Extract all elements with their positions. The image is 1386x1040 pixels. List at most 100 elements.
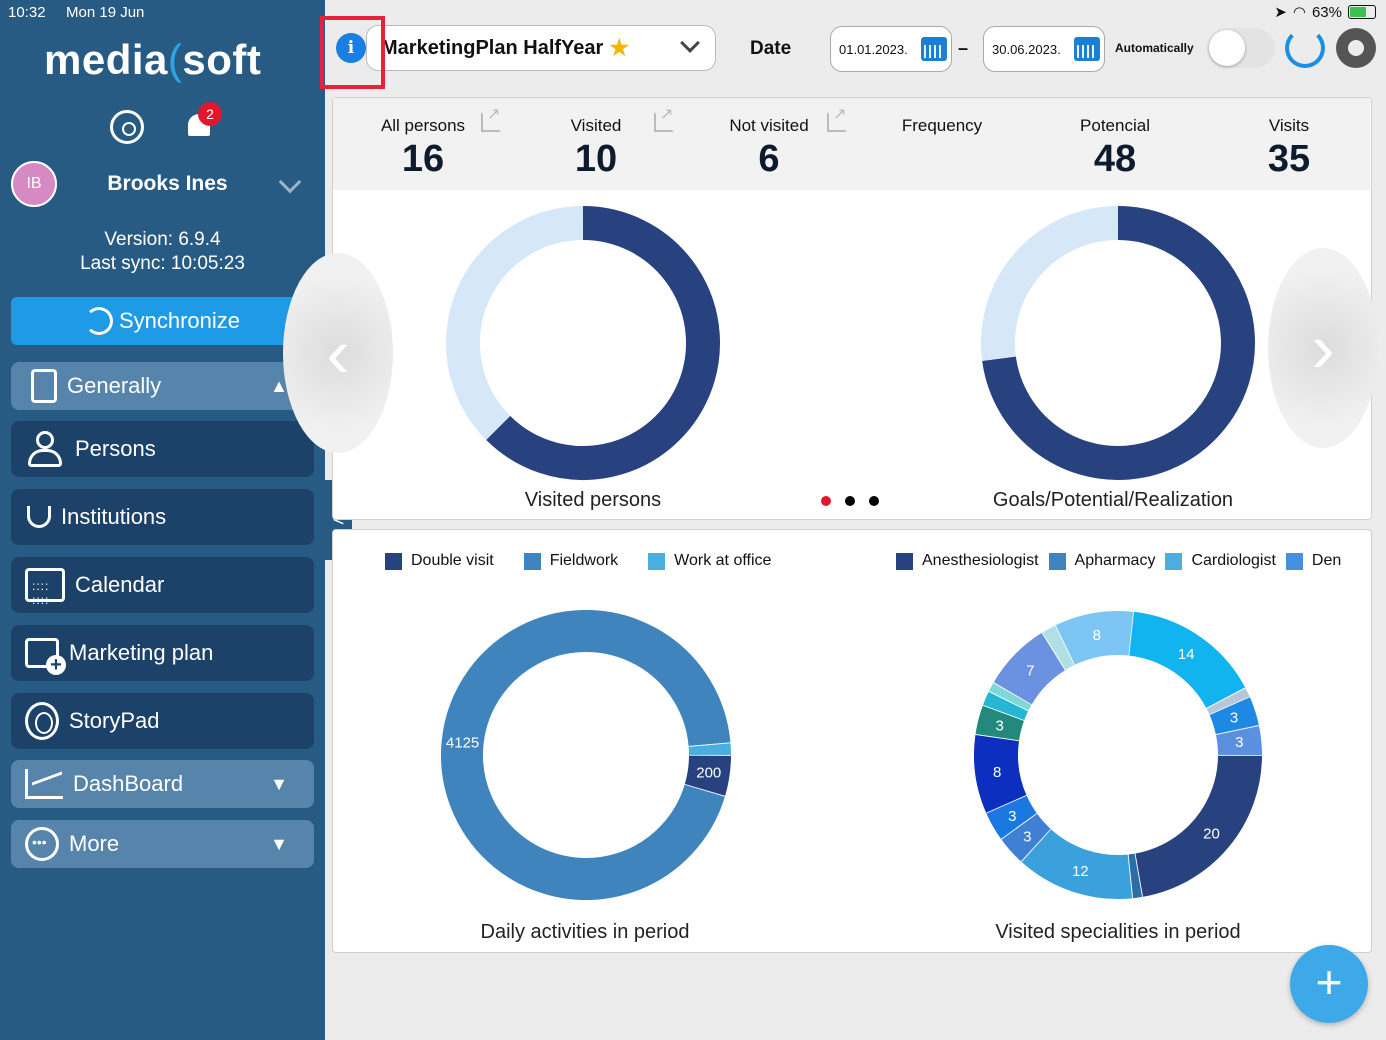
carousel-prev-button[interactable]: ‹ bbox=[283, 253, 393, 453]
sidebar-item-storypad[interactable]: StoryPad bbox=[11, 693, 314, 749]
legend-item: Fieldwork bbox=[523, 552, 618, 570]
carousel-next-button[interactable]: › bbox=[1268, 248, 1378, 448]
notifications-bell-icon[interactable]: 2 bbox=[184, 102, 222, 142]
automatically-toggle[interactable] bbox=[1207, 28, 1275, 68]
legend-item: Den bbox=[1285, 552, 1342, 570]
donut-slice[interactable] bbox=[441, 610, 731, 900]
sidebar-item-marketing-plan[interactable]: Marketing plan bbox=[11, 625, 314, 681]
last-sync-text: Last sync: 10:05:23 bbox=[80, 253, 245, 274]
caret-down-icon: ▼ bbox=[270, 773, 288, 794]
legend-item: Apharmacy bbox=[1048, 552, 1155, 570]
donut-slice[interactable] bbox=[1127, 611, 1246, 709]
info-icon[interactable]: i bbox=[336, 33, 366, 63]
sidebar-item-label: Calendar bbox=[75, 572, 165, 597]
status-date: Mon 19 Jun bbox=[66, 4, 145, 21]
slice-label: 200 bbox=[696, 765, 721, 782]
plan-name: MarketingPlan HalfYear bbox=[381, 36, 604, 59]
open-external-icon[interactable] bbox=[654, 104, 674, 132]
stat-value: 35 bbox=[1267, 138, 1311, 180]
donut-slice[interactable] bbox=[1021, 828, 1134, 899]
star-icon: ★ bbox=[609, 35, 630, 60]
date-from-field[interactable]: 01.01.2023. bbox=[830, 26, 952, 72]
carousel-dot[interactable] bbox=[821, 496, 831, 506]
carousel-dot[interactable] bbox=[869, 496, 879, 506]
legend-swatch bbox=[1285, 552, 1303, 570]
user-name[interactable]: Brooks Ines bbox=[107, 172, 228, 195]
legend-item: Anesthesiologist bbox=[896, 552, 1039, 570]
refresh-icon[interactable] bbox=[1285, 28, 1325, 68]
donut-slice[interactable] bbox=[993, 632, 1066, 706]
stat-all-persons: All persons 16 bbox=[333, 116, 513, 181]
donut-slice[interactable] bbox=[982, 206, 1255, 480]
donut-slice[interactable] bbox=[1134, 754, 1262, 897]
sidebar-item-persons[interactable]: Persons bbox=[11, 421, 314, 477]
synchronize-label: Synchronize bbox=[118, 308, 241, 333]
settings-gear-icon[interactable] bbox=[110, 110, 144, 144]
chart-icon bbox=[25, 769, 63, 799]
carousel-dots bbox=[821, 496, 879, 506]
status-indicators: ➤ ◠ 63% bbox=[1274, 3, 1376, 21]
slice-separator bbox=[1020, 828, 1052, 863]
stat-potencial: Potencial 48 bbox=[1025, 116, 1205, 181]
add-fab-button[interactable]: + bbox=[1290, 945, 1368, 1023]
sidebar-item-calendar[interactable]: Calendar bbox=[11, 557, 314, 613]
donut-slice[interactable] bbox=[981, 206, 1119, 361]
settings-gear-icon[interactable] bbox=[1336, 28, 1376, 68]
donut-slice[interactable] bbox=[486, 206, 720, 480]
stat-frequency: Frequency bbox=[852, 116, 1032, 138]
donut-slice[interactable] bbox=[1206, 687, 1250, 715]
date-to-value: 30.06.2023. bbox=[992, 42, 1061, 57]
legend-swatch bbox=[523, 552, 541, 570]
slice-label: 12 bbox=[1072, 863, 1089, 880]
date-separator: – bbox=[958, 38, 969, 58]
notification-badge: 2 bbox=[198, 102, 222, 126]
sidebar-item-institutions[interactable]: Institutions bbox=[11, 489, 314, 545]
donut-goals bbox=[981, 205, 1255, 480]
avatar[interactable]: IB bbox=[11, 161, 57, 207]
calendar-icon[interactable] bbox=[1074, 37, 1100, 61]
sidebar: media(soft 2 IB Brooks Ines Version: 6.9… bbox=[0, 0, 325, 1040]
donut-slice[interactable] bbox=[974, 734, 1027, 814]
sidebar-item-label: Institutions bbox=[61, 504, 167, 529]
open-external-icon[interactable] bbox=[827, 104, 847, 132]
version-info: Version: 6.9.4 Last sync: 10:05:23 bbox=[0, 228, 325, 276]
version-text: Version: 6.9.4 bbox=[104, 229, 221, 250]
stat-visits: Visits 35 bbox=[1199, 116, 1379, 181]
legend-label: Cardiologist bbox=[1191, 552, 1276, 569]
calendar-icon[interactable] bbox=[921, 37, 947, 61]
slice-label: 3 bbox=[1023, 829, 1031, 846]
open-external-icon[interactable] bbox=[481, 104, 501, 132]
sidebar-item-more[interactable]: More ▼ bbox=[11, 820, 314, 868]
donut-slice[interactable] bbox=[988, 683, 1032, 712]
donut-slice[interactable] bbox=[1128, 853, 1144, 899]
carousel-dot[interactable] bbox=[845, 496, 855, 506]
caret-down-icon: ▼ bbox=[270, 833, 288, 854]
donut-daily-activities: 4125 200 bbox=[441, 610, 731, 900]
chevron-down-icon[interactable] bbox=[278, 170, 302, 194]
marketing-plan-select[interactable]: MarketingPlan HalfYear ★ bbox=[366, 25, 716, 71]
stat-label: Visited bbox=[570, 116, 622, 135]
sidebar-item-generally[interactable]: Generally ▲ bbox=[11, 362, 314, 410]
document-icon bbox=[31, 369, 57, 403]
donut-slice[interactable] bbox=[1054, 611, 1134, 666]
slice-label: 3 bbox=[1230, 709, 1238, 726]
stat-value: 10 bbox=[574, 138, 618, 180]
battery-percent: 63% bbox=[1311, 3, 1342, 21]
synchronize-button[interactable]: Synchronize bbox=[11, 297, 314, 345]
slice-label: 7 bbox=[1026, 662, 1034, 679]
sidebar-item-label: Persons bbox=[75, 436, 156, 461]
donut-slice[interactable] bbox=[1041, 625, 1075, 671]
donut-slice[interactable] bbox=[446, 206, 584, 440]
legend-specialities: Anesthesiologist Apharmacy Cardiologist … bbox=[896, 552, 1341, 570]
sidebar-item-dashboard[interactable]: DashBoard ▼ bbox=[11, 760, 314, 808]
legend-label: Den bbox=[1311, 552, 1342, 569]
donut-slice[interactable] bbox=[982, 691, 1029, 722]
person-icon bbox=[25, 431, 65, 467]
legend-label: Work at office bbox=[674, 552, 772, 569]
highlight-box bbox=[320, 16, 385, 89]
slice-label: 8 bbox=[993, 764, 1001, 781]
location-icon: ➤ bbox=[1274, 4, 1287, 21]
date-to-field[interactable]: 30.06.2023. bbox=[983, 26, 1105, 72]
slice-label: 8 bbox=[1093, 627, 1101, 644]
